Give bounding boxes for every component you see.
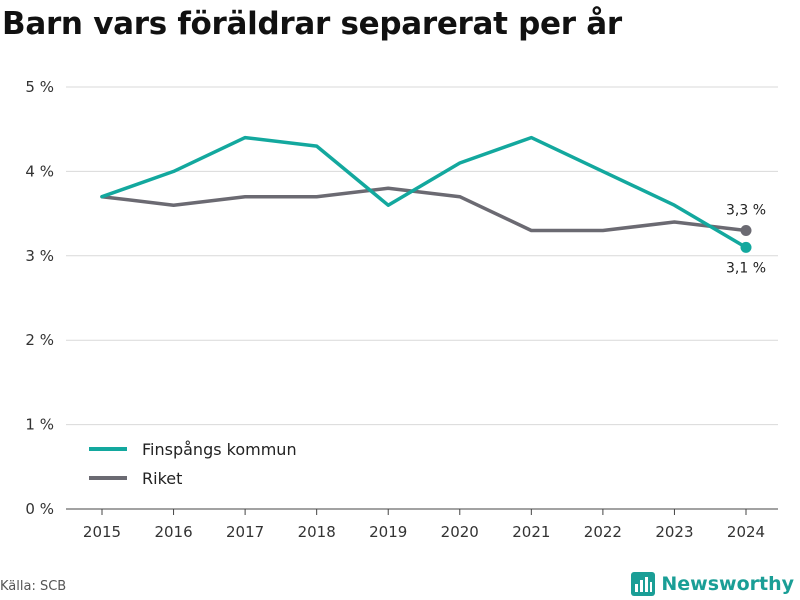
y-tick-label: 1 % <box>25 416 54 434</box>
series-lines <box>100 135 748 250</box>
newsworthy-logo-icon <box>631 572 656 596</box>
y-tick-label: 0 % <box>25 500 54 518</box>
y-tick-label: 2 % <box>25 331 54 349</box>
chart-title: Barn vars föräldrar separerat per år <box>2 6 622 42</box>
x-tick-label: 2017 <box>226 523 264 541</box>
y-tick-label: 5 % <box>25 78 54 96</box>
y-tick-label: 3 % <box>25 247 54 265</box>
series-line-0 <box>100 135 748 250</box>
x-tick-label: 2018 <box>298 523 336 541</box>
y-axis-ticks: 0 % 1 % 2 % 3 % 4 % 5 % <box>25 78 54 518</box>
x-tick-label: 2016 <box>154 523 192 541</box>
x-tick-label: 2023 <box>655 523 693 541</box>
series-endpoint-1 <box>740 224 752 236</box>
x-tick-label: 2024 <box>727 523 765 541</box>
series-endpoint-0 <box>740 241 752 253</box>
series-end-label-1: 3,3 % <box>726 202 766 218</box>
legend-label-1: Riket <box>142 469 182 488</box>
series-endpoints: 3,1 % 3,3 % <box>726 202 766 276</box>
x-tick-label: 2019 <box>369 523 407 541</box>
x-tick-label: 2020 <box>441 523 479 541</box>
x-tick-label: 2022 <box>584 523 622 541</box>
legend: Finspångs kommun Riket <box>89 440 297 488</box>
x-tick-label: 2015 <box>83 523 121 541</box>
gridlines <box>66 86 778 510</box>
source-note: Källa: SCB <box>0 579 67 594</box>
x-axis-ticks: 2015 2016 2017 2018 2019 2020 2021 2022 2023 2024 <box>83 509 765 541</box>
brand-logo: Newsworthy <box>631 572 794 596</box>
x-tick-label: 2021 <box>512 523 550 541</box>
series-end-label-0: 3,1 % <box>726 260 766 276</box>
y-tick-label: 4 % <box>25 162 54 180</box>
brand-name: Newsworthy <box>661 573 794 595</box>
legend-label-0: Finspångs kommun <box>142 440 297 459</box>
series-line-1 <box>100 186 748 233</box>
